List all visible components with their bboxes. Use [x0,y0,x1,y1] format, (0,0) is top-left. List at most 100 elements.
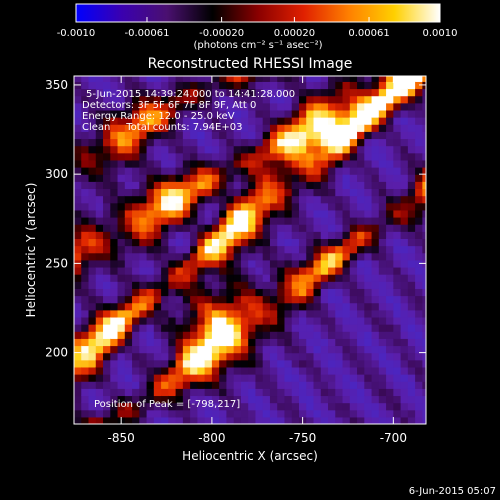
heatmap-cell [226,381,235,389]
heatmap-cell [284,359,293,368]
heatmap-cell [168,324,177,332]
heatmap-cell [161,152,169,161]
heatmap-cell [342,316,351,325]
heatmap-cell [262,174,271,182]
heatmap-cell [211,295,220,304]
heatmap-cell [298,381,307,389]
heatmap-cell [277,388,286,397]
heatmap-cell [81,345,90,354]
heatmap-cell [81,295,90,304]
heatmap-cell [124,245,133,254]
heatmap-cell [190,252,198,261]
heatmap-cell [371,81,380,90]
heatmap-cell [146,167,155,175]
heatmap-cell [364,359,373,368]
heatmap-cell [342,359,351,368]
heatmap-cell [298,145,307,154]
heatmap-cell [117,81,126,90]
heatmap-cell [88,167,97,175]
heatmap-cell [219,388,228,397]
heatmap-cell [291,95,300,104]
heatmap-cell [153,195,162,204]
heatmap-cell [335,395,344,404]
heatmap-cell [124,102,133,111]
heatmap-cell [88,102,97,111]
heatmap-cell [248,117,257,125]
colorbar-tick-label: 0.00020 [274,28,315,39]
heatmap-cell [226,109,235,118]
heatmap-cell [153,76,162,82]
heatmap-cell [117,316,126,325]
heatmap-cell [277,76,286,82]
heatmap-cell [306,167,315,175]
heatmap-cell [182,174,191,182]
heatmap-cell [277,288,286,297]
heatmap-cell [262,216,271,225]
heatmap-cell [95,167,104,175]
heatmap-cell [400,266,409,275]
heatmap-cell [124,388,133,397]
heatmap-cell [335,416,344,424]
heatmap-cell [226,224,235,232]
heatmap-cell [328,352,336,361]
heatmap-cell [284,231,293,239]
heatmap-cell [415,109,423,118]
heatmap-cell [335,309,344,318]
heatmap-cell [103,245,111,254]
heatmap-cell [233,231,242,239]
heatmap-cell [233,152,242,161]
heatmap-cell [211,381,220,389]
heatmap-cell [422,109,426,118]
x-tick-label: -850 [108,431,135,445]
heatmap-cell [219,159,228,168]
heatmap-cell [74,366,82,375]
heatmap-cell [255,76,264,82]
heatmap-cell [284,338,293,347]
heatmap-cell [161,345,169,354]
heatmap-cell [81,395,90,404]
heatmap-cell [240,238,249,247]
heatmap-cell [291,245,300,254]
heatmap-cell [262,259,271,268]
heatmap-cell [306,181,315,190]
heatmap-cell [132,145,140,154]
heatmap-cell [371,416,380,424]
heatmap-cell [124,402,133,411]
heatmap-cell [415,395,423,404]
heatmap-cell [357,302,365,311]
heatmap-cell [328,124,336,132]
heatmap-cell [422,274,426,282]
heatmap-cell [371,131,380,140]
heatmap-cell [349,131,358,140]
heatmap-cell [233,145,242,154]
heatmap-cell [393,88,402,97]
heatmap-cell [103,309,111,318]
heatmap-cell [168,224,177,232]
heatmap-cell [386,117,394,125]
heatmap-cell [313,324,322,332]
heatmap-cell [262,395,271,404]
heatmap-cell [117,216,126,225]
heatmap-cell [219,202,228,211]
heatmap-cell [117,388,126,397]
heatmap-cell [74,302,82,311]
heatmap-cell [349,159,358,168]
heatmap-cell [219,309,228,318]
heatmap-cell [349,124,358,132]
heatmap-cell [393,295,402,304]
heatmap-cell [190,259,198,268]
heatmap-cell [197,395,206,404]
heatmap-cell [95,102,104,111]
heatmap-cell [197,109,206,118]
heatmap-cell [88,359,97,368]
heatmap-cell [161,117,169,125]
heatmap-cell [211,395,220,404]
heatmap-cell [349,374,358,382]
heatmap-cell [240,281,249,289]
heatmap-cell [146,295,155,304]
heatmap-cell [146,76,155,82]
heatmap-cell [110,259,119,268]
heatmap-cell [240,416,249,424]
heatmap-cell [357,281,365,289]
heatmap-cell [95,324,104,332]
